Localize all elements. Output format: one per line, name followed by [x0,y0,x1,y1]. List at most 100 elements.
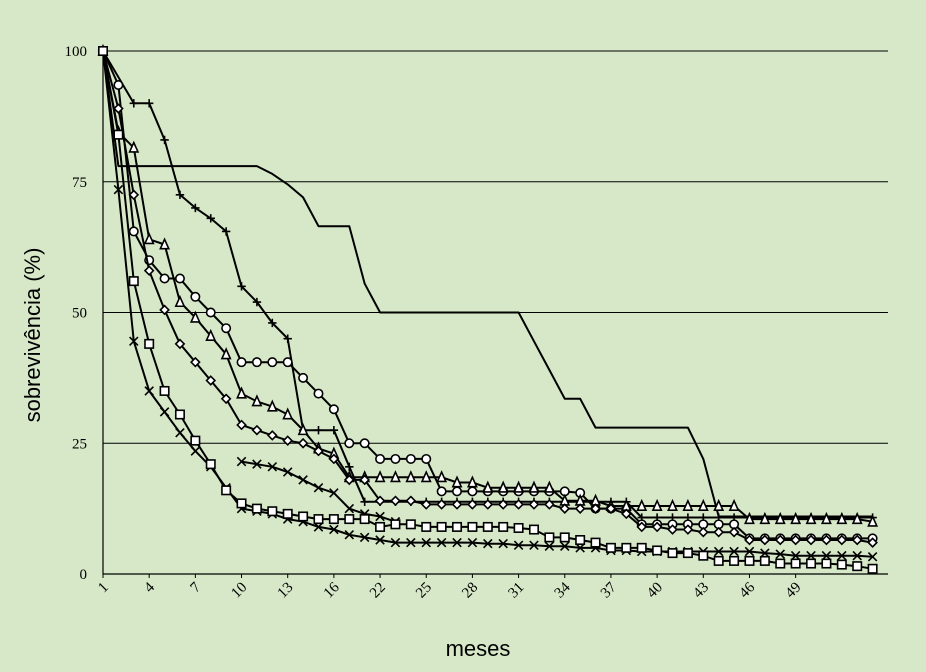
series-8 [98,45,878,574]
x-tick-labels: 1 4 7 10 13 16 22 25 28 31 34 37 40 43 46 49 [95,579,804,601]
x-tick-label: 40 [644,580,666,602]
diamond-marker [482,499,494,510]
plus-marker [160,135,169,145]
x-marker [236,456,247,467]
triangle-marker [159,237,171,250]
square-marker [390,519,401,530]
x-marker [267,462,278,472]
x-marker [113,184,124,195]
x-marker [790,550,801,561]
y-tick-label: 25 [72,436,87,452]
diamond-marker [867,537,878,548]
diamond-marker [590,503,601,514]
diamond-marker [328,453,340,465]
diamond-marker [774,534,786,546]
x-marker [452,537,462,548]
diamond-marker [713,526,725,538]
diamond-marker [374,495,386,507]
x-marker [406,537,416,548]
diamond-marker [805,534,817,546]
x-marker [282,467,293,477]
square-marker [144,338,155,349]
square-marker [467,521,478,532]
circle-marker [375,453,386,464]
diamond-marker [559,503,571,514]
circle-marker [328,404,339,415]
diamond-marker [159,304,170,316]
x-tick-label: 34 [552,579,574,601]
square-marker [528,524,539,535]
diamond-marker [128,189,140,201]
x-marker [421,537,432,548]
diamond-marker [143,265,155,276]
plus-marker [283,334,292,343]
diamond-marker [436,499,447,510]
plus-marker [206,214,215,223]
triangle-marker [390,470,401,483]
circle-marker [174,273,185,284]
diamond-marker [420,499,432,510]
x-tick-label: 43 [690,580,712,602]
series-line [102,50,873,519]
square-marker [421,521,432,532]
triangle-marker [205,328,217,342]
circle-marker [159,273,170,284]
x-tick-label: 16 [321,579,343,601]
circle-marker [113,79,124,90]
diamond-marker [682,524,694,535]
triangle-marker [451,475,463,488]
circle-marker [390,453,401,464]
diamond-marker [574,503,586,514]
square-marker [806,558,817,569]
x-tick-label: 10 [228,580,250,602]
diamond-marker [697,526,709,538]
x-tick-label: 13 [275,580,297,602]
x-marker [252,459,262,469]
x-marker [190,446,201,456]
square-marker [821,558,832,569]
square-marker [328,514,339,525]
x-marker [298,475,308,485]
square-marker [836,559,847,570]
x-marker [313,482,324,493]
x-marker [329,488,339,498]
square-marker [128,276,139,287]
diamond-marker [636,521,648,533]
triangle-marker [651,498,663,512]
triangle-marker [513,480,525,493]
series-1 [102,50,873,518]
square-marker [405,519,416,530]
square-marker [867,563,878,574]
x-marker [313,522,324,532]
diamond-marker [390,495,401,507]
square-marker [159,385,170,396]
plus-marker [329,425,339,435]
triangle-marker [867,514,879,527]
triangle-marker [236,386,247,399]
square-marker [251,503,262,514]
y-tick-label: 50 [72,306,87,322]
triangle-marker [759,511,771,525]
series-line [102,50,873,540]
triangle-marker [466,475,478,488]
x-tick-label: 46 [736,579,758,601]
diamond-marker [205,375,217,386]
square-marker [759,555,770,566]
triangle-marker [174,294,186,308]
x-tick-label: 31 [505,580,527,602]
square-marker [621,542,632,553]
square-marker [513,522,524,533]
x-tick-label: 28 [459,580,481,602]
diamond-marker [821,534,832,546]
diamond-marker [113,103,124,114]
triangle-marker [682,498,694,512]
plus-marker [314,425,323,435]
square-marker [544,532,555,543]
x-marker [575,543,585,553]
series-line [102,50,873,544]
triangle-marker [374,470,386,483]
x-marker [760,548,770,558]
circle-marker [436,486,447,497]
series-5 [97,45,878,548]
square-marker [744,555,755,566]
